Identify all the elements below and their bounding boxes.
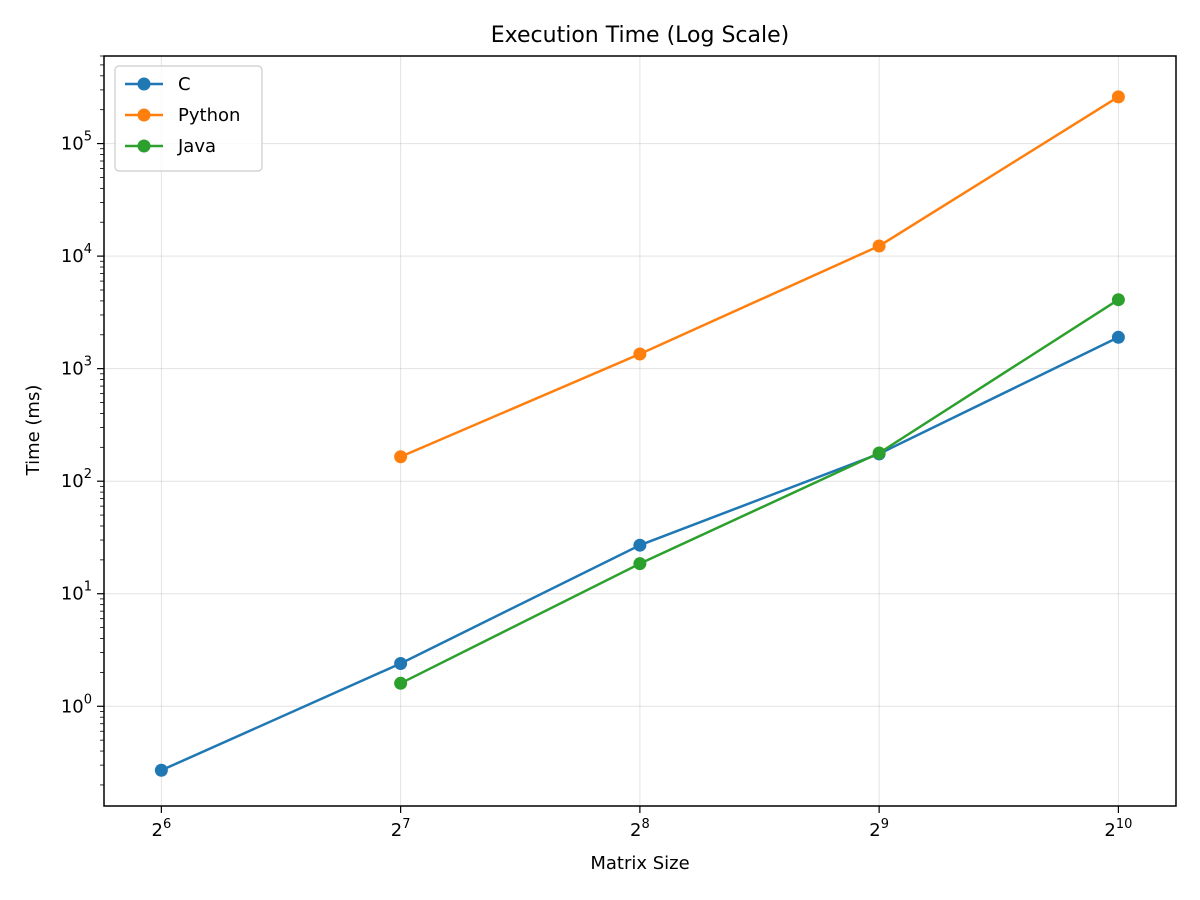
x-tick-label: 28 <box>630 817 650 841</box>
data-point <box>154 763 168 777</box>
x-tick-label: 27 <box>391 817 411 841</box>
legend: C Python Java <box>114 65 263 172</box>
x-tick-exponent: 7 <box>402 817 410 832</box>
y-tick-base: 10 <box>61 246 84 267</box>
x-tick-label: 26 <box>152 817 172 841</box>
series-line <box>400 298 1120 685</box>
x-tick-exponent: 9 <box>881 817 889 832</box>
data-point <box>1111 330 1125 344</box>
data-point <box>872 446 886 460</box>
data-point <box>1111 293 1125 307</box>
y-axis-label: Time (ms) <box>23 385 44 477</box>
x-axis-ticks: 26 27 28 29 210 <box>152 806 1132 841</box>
x-tick-label: 210 <box>1104 817 1132 841</box>
data-point <box>394 656 408 670</box>
data-point <box>394 676 408 690</box>
chart-title: Execution Time (Log Scale) <box>491 23 789 48</box>
y-tick-label: 100 <box>61 692 92 717</box>
data-point <box>394 450 408 464</box>
y-tick-exponent: 2 <box>84 467 92 482</box>
x-tick-base: 2 <box>152 820 163 841</box>
series-python <box>394 90 1125 464</box>
legend-marker <box>137 139 151 153</box>
series-java <box>394 293 1125 690</box>
legend-item-python: Python <box>125 105 240 126</box>
y-tick-base: 10 <box>61 584 84 605</box>
y-tick-exponent: 0 <box>84 692 92 707</box>
y-tick-label: 102 <box>61 467 92 492</box>
y-tick-exponent: 1 <box>84 580 92 595</box>
data-point <box>872 239 886 253</box>
legend-label: C <box>178 74 191 95</box>
x-tick-exponent: 6 <box>163 817 171 832</box>
y-tick-base: 10 <box>61 359 84 380</box>
y-tick-base: 10 <box>61 134 84 155</box>
x-axis-label: Matrix Size <box>590 853 689 874</box>
data-point <box>633 347 647 361</box>
series-line <box>400 95 1120 458</box>
legend-label: Python <box>178 105 240 126</box>
grid <box>104 56 1176 806</box>
x-tick-base: 2 <box>630 820 641 841</box>
legend-item-c: C <box>125 74 191 95</box>
legend-item-java: Java <box>125 136 216 157</box>
y-tick-label: 105 <box>61 130 92 155</box>
y-tick-label: 104 <box>61 242 92 267</box>
x-tick-exponent: 8 <box>641 817 649 832</box>
y-tick-label: 101 <box>61 580 92 605</box>
y-tick-label: 103 <box>61 355 92 380</box>
legend-marker <box>137 77 151 91</box>
x-tick-base: 2 <box>869 820 880 841</box>
data-point <box>633 557 647 571</box>
x-tick-exponent: 10 <box>1116 817 1133 832</box>
y-tick-base: 10 <box>61 696 84 717</box>
y-tick-exponent: 4 <box>84 242 92 257</box>
data-point <box>1111 90 1125 104</box>
legend-marker <box>137 108 151 122</box>
y-tick-exponent: 5 <box>84 130 92 145</box>
x-tick-base: 2 <box>391 820 402 841</box>
y-tick-base: 10 <box>61 471 84 492</box>
x-tick-label: 29 <box>869 817 889 841</box>
data-point <box>633 538 647 552</box>
series-layer <box>154 90 1125 777</box>
y-tick-exponent: 3 <box>84 355 92 370</box>
legend-label: Java <box>177 136 216 157</box>
x-tick-base: 2 <box>1104 820 1115 841</box>
